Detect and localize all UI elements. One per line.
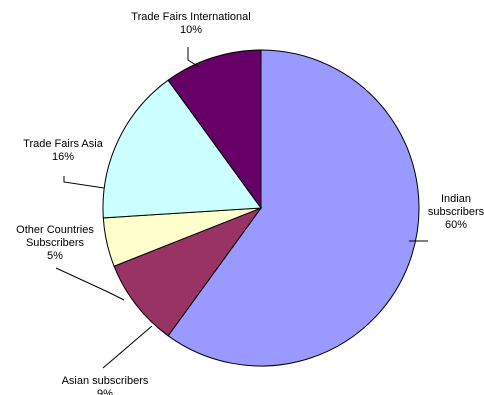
leader-lines [55, 47, 428, 369]
slice-labels: Indian subscribers 60% Asian subscribers 9% O… [16, 11, 484, 395]
label-percent: 60% [445, 219, 467, 231]
leader-line-trade-fairs-asia [63, 176, 105, 189]
label-line: Asian subscribers [62, 375, 149, 387]
slice-trade-fairs-asia [102, 79, 262, 219]
leader-line-trade-fairs-international [187, 47, 200, 68]
leader-line-asian-subscribers [102, 325, 153, 369]
pie-slices [102, 49, 420, 367]
label-percent: 5% [47, 250, 63, 262]
label-line: subscribers [428, 206, 484, 218]
label-line: Other Countries [16, 224, 94, 236]
label-percent: 16% [52, 151, 74, 163]
label-line: Trade Fairs Asia [23, 138, 104, 150]
label-line: Subscribers [26, 237, 85, 249]
label-line: Trade Fairs International [131, 11, 250, 23]
label-indian-subscribers: Indian subscribers 60% [428, 193, 484, 231]
label-trade-fairs-asia: Trade Fairs Asia 16% [23, 138, 104, 163]
leader-line-other-countries-subscribers [55, 267, 125, 301]
label-trade-fairs-international: Trade Fairs International 10% [131, 11, 250, 36]
slice-trade-fairs-international [167, 49, 262, 210]
slice-asian-subscribers [113, 206, 263, 337]
label-percent: 10% [180, 24, 202, 36]
label-line: Indian [441, 193, 471, 205]
label-other-countries-subscribers: Other Countries Subscribers 5% [16, 224, 94, 262]
slice-indian-subscribers [167, 49, 420, 367]
label-percent: 9% [97, 388, 113, 395]
label-asian-subscribers: Asian subscribers 9% [62, 375, 149, 395]
